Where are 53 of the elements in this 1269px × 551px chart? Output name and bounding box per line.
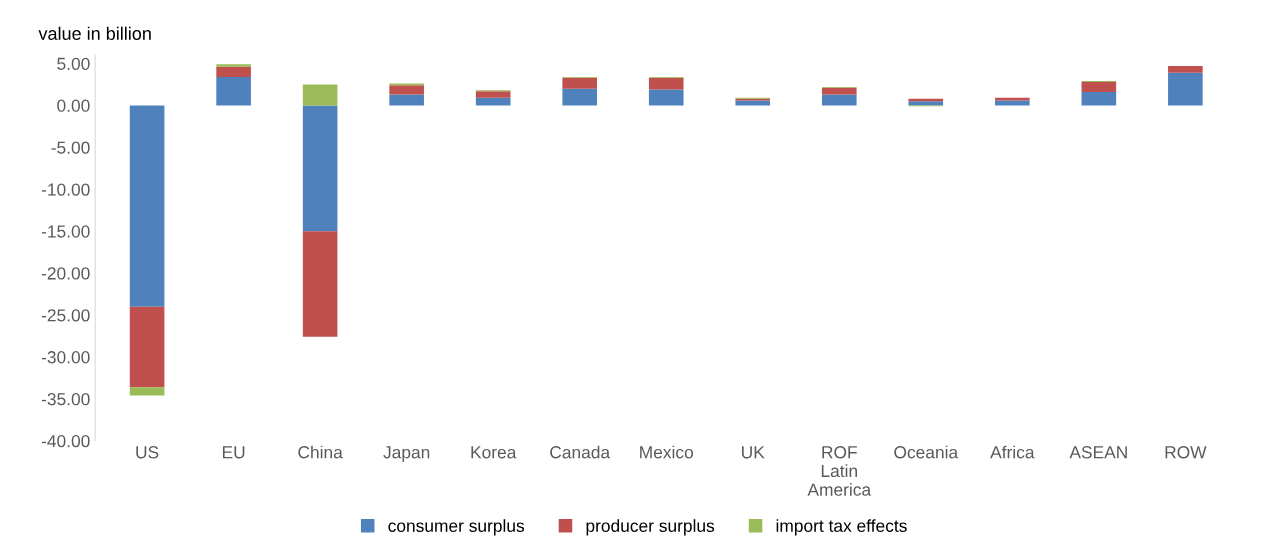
bar xyxy=(1168,72,1203,106)
bar xyxy=(821,87,857,95)
x-tick-label: Japan xyxy=(383,446,430,462)
x-tick-label: China xyxy=(298,445,343,459)
y-tick-label: -35.00 xyxy=(41,393,90,406)
bar xyxy=(1168,66,1203,73)
bar xyxy=(389,85,424,95)
bar xyxy=(995,100,1030,106)
bar xyxy=(475,97,511,106)
legend-label: producer surplus xyxy=(586,519,715,536)
bar xyxy=(216,66,251,77)
x-tick-label: ROF Latin America xyxy=(807,446,872,496)
bar xyxy=(648,77,684,90)
x-tick-label: Mexico xyxy=(640,445,693,459)
bar xyxy=(129,306,165,388)
bar xyxy=(821,94,857,106)
x-tick-label: EU xyxy=(222,446,245,459)
bar xyxy=(302,105,338,232)
bar xyxy=(735,100,771,106)
y-tick-label: -15.00 xyxy=(41,225,90,238)
x-tick-label: UK xyxy=(742,446,765,459)
bar xyxy=(216,76,251,106)
bar xyxy=(1081,91,1117,106)
bar xyxy=(1081,81,1117,92)
x-tick-label: Korea xyxy=(471,446,517,459)
bar xyxy=(562,88,598,106)
y-tick-label: -30.00 xyxy=(41,351,90,364)
bar xyxy=(216,64,251,67)
x-tick-label: US xyxy=(136,446,159,459)
bar xyxy=(648,89,684,106)
y-tick-label: -5.00 xyxy=(51,141,90,154)
y-tick-label: -40.00 xyxy=(41,434,90,448)
y-tick-label: 5.00 xyxy=(57,57,90,70)
x-tick-label: Africa xyxy=(990,445,1035,459)
y-tick-label: 0.00 xyxy=(57,99,90,112)
y-tick-label: -10.00 xyxy=(41,183,90,196)
bar xyxy=(129,105,165,307)
bar xyxy=(302,84,338,106)
x-tick-label: ASEAN xyxy=(1069,446,1127,459)
bar xyxy=(908,101,944,106)
y-tick-label: -20.00 xyxy=(41,267,90,280)
legend-label: consumer surplus xyxy=(388,519,525,536)
y-axis-title: value in billion xyxy=(38,26,151,40)
bar xyxy=(129,387,165,396)
x-tick-label: Oceania xyxy=(894,445,959,459)
x-tick-label: ROW xyxy=(1165,446,1207,459)
legend-label: import tax effects xyxy=(776,519,907,536)
y-tick-label: -25.00 xyxy=(41,309,90,322)
bar xyxy=(475,91,511,98)
bar xyxy=(562,77,598,89)
x-tick-label: Canada xyxy=(550,445,611,459)
bar xyxy=(389,94,424,106)
bar xyxy=(302,231,338,337)
